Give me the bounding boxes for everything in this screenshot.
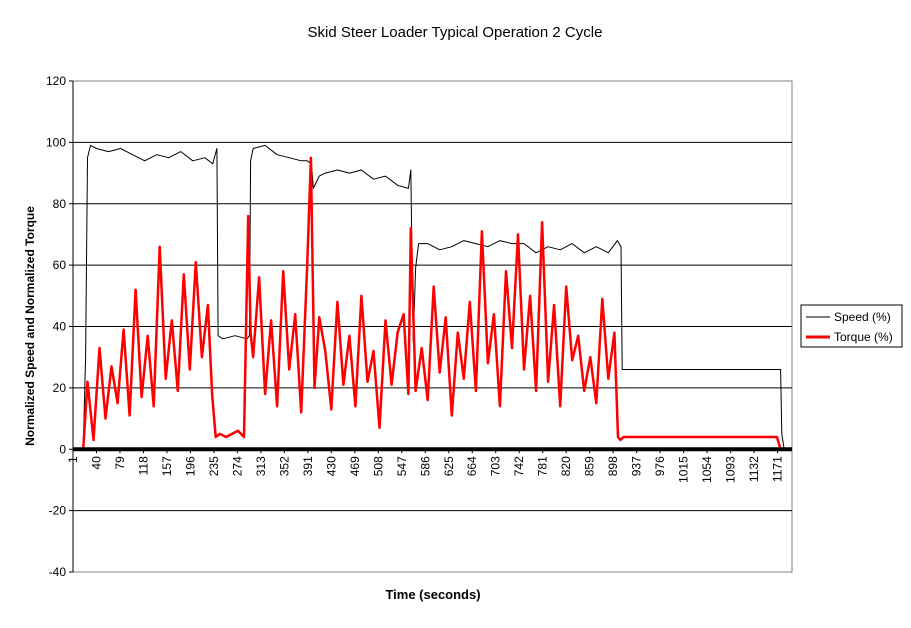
- x-tick-label: 937: [630, 456, 644, 476]
- y-tick-label: 60: [53, 258, 67, 272]
- x-tick-label: 508: [371, 456, 385, 476]
- y-tick-label: -40: [49, 565, 67, 579]
- x-tick-label: 976: [653, 456, 667, 476]
- series-layer: [73, 144, 792, 452]
- x-tick-label: 703: [489, 456, 503, 476]
- x-tick-label: 625: [442, 456, 456, 476]
- x-tick-label: 430: [324, 456, 338, 476]
- x-tick-label: 1: [66, 456, 80, 463]
- legend-label: Torque (%): [834, 330, 893, 344]
- legend-box: [800, 304, 903, 348]
- x-tick-label: 352: [277, 456, 291, 476]
- x-tick-label: 781: [536, 456, 550, 476]
- x-tick-label: 118: [136, 456, 150, 475]
- x-tick-label: 157: [160, 456, 174, 476]
- y-tick-label: 20: [53, 381, 67, 395]
- x-tick-label: 820: [559, 456, 573, 476]
- x-tick-label: 196: [183, 456, 197, 476]
- x-tick-label: 79: [113, 456, 127, 470]
- x-tick-label: 274: [230, 456, 244, 476]
- x-tick-label: 1054: [700, 456, 714, 483]
- x-tick-label: 547: [395, 456, 409, 476]
- x-tick-label: 313: [254, 456, 268, 476]
- x-tick-label: 664: [465, 456, 479, 476]
- x-tick-label: 40: [89, 456, 103, 470]
- x-tick-label: 235: [207, 456, 221, 476]
- x-tick-label: 742: [512, 456, 526, 476]
- x-tick-label: 1171: [771, 456, 785, 482]
- legend-label: Speed (%): [834, 310, 891, 324]
- y-axis: -40 -20 0 20 40 60 80 100 120: [46, 74, 74, 579]
- x-tick-label: 898: [606, 456, 620, 476]
- x-tick-label: 1015: [677, 456, 691, 483]
- x-axis: 1 40 79 118 157 196 235 274 313 352 391 430 469 508 54…: [66, 449, 785, 483]
- y-tick-label: 100: [46, 135, 66, 149]
- y-tick-label: -20: [49, 504, 67, 518]
- y-tick-label: 80: [53, 197, 67, 211]
- x-tick-label: 1132: [747, 456, 761, 482]
- y-tick-label: 0: [59, 442, 66, 456]
- y-tick-label: 40: [53, 320, 67, 334]
- legend: Speed (%) Torque (%): [800, 304, 903, 348]
- chart-title: Skid Steer Loader Typical Operation 2 Cy…: [308, 24, 603, 41]
- x-tick-label: 859: [583, 456, 597, 476]
- x-tick-label: 1093: [724, 456, 738, 483]
- y-tick-label: 120: [46, 74, 66, 88]
- x-axis-label: Time (seconds): [385, 587, 480, 602]
- series-line-torque: [73, 156, 792, 451]
- x-tick-label: 586: [418, 456, 432, 476]
- series-line-speed: [73, 144, 792, 450]
- y-axis-label: Normalized Speed and Normalized Torque: [23, 206, 37, 446]
- x-tick-label: 391: [301, 456, 315, 476]
- x-tick-label: 469: [348, 456, 362, 476]
